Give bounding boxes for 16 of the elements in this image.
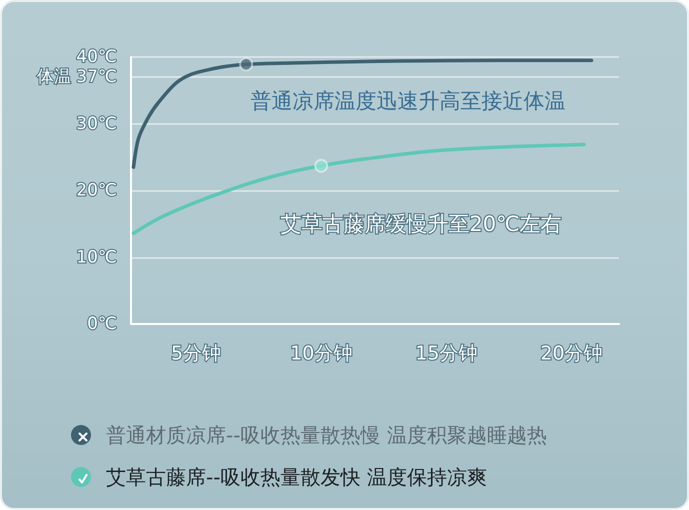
y-tick-label: 10℃ bbox=[76, 247, 117, 268]
y-tick-label: 0℃ bbox=[87, 314, 117, 334]
x-tick-label: 15分钟 bbox=[415, 342, 478, 364]
legend-label: 艾草古藤席--吸收热量散发快 温度保持凉爽 bbox=[106, 465, 487, 489]
y-tick-label: 体温 37℃ bbox=[36, 67, 117, 88]
legend-label: 普通材质凉席--吸收热量散热慢 温度积聚越睡越热 bbox=[106, 423, 547, 447]
x-tick-label: 10分钟 bbox=[290, 342, 352, 364]
y-tick-label: 30℃ bbox=[76, 114, 117, 134]
line-series bbox=[132, 142, 586, 235]
annotation: 艾草古藤席缓慢升至20℃左右 bbox=[280, 212, 562, 236]
y-tick-label: 40℃ bbox=[76, 47, 117, 67]
y-tick-label: 20℃ bbox=[76, 180, 117, 200]
annotation: 普通凉席温度迅速升高至接近体温 bbox=[250, 89, 566, 113]
line-series bbox=[132, 58, 594, 169]
x-tick-label: 5分钟 bbox=[171, 342, 222, 364]
x-tick-label: 20分钟 bbox=[540, 342, 603, 364]
